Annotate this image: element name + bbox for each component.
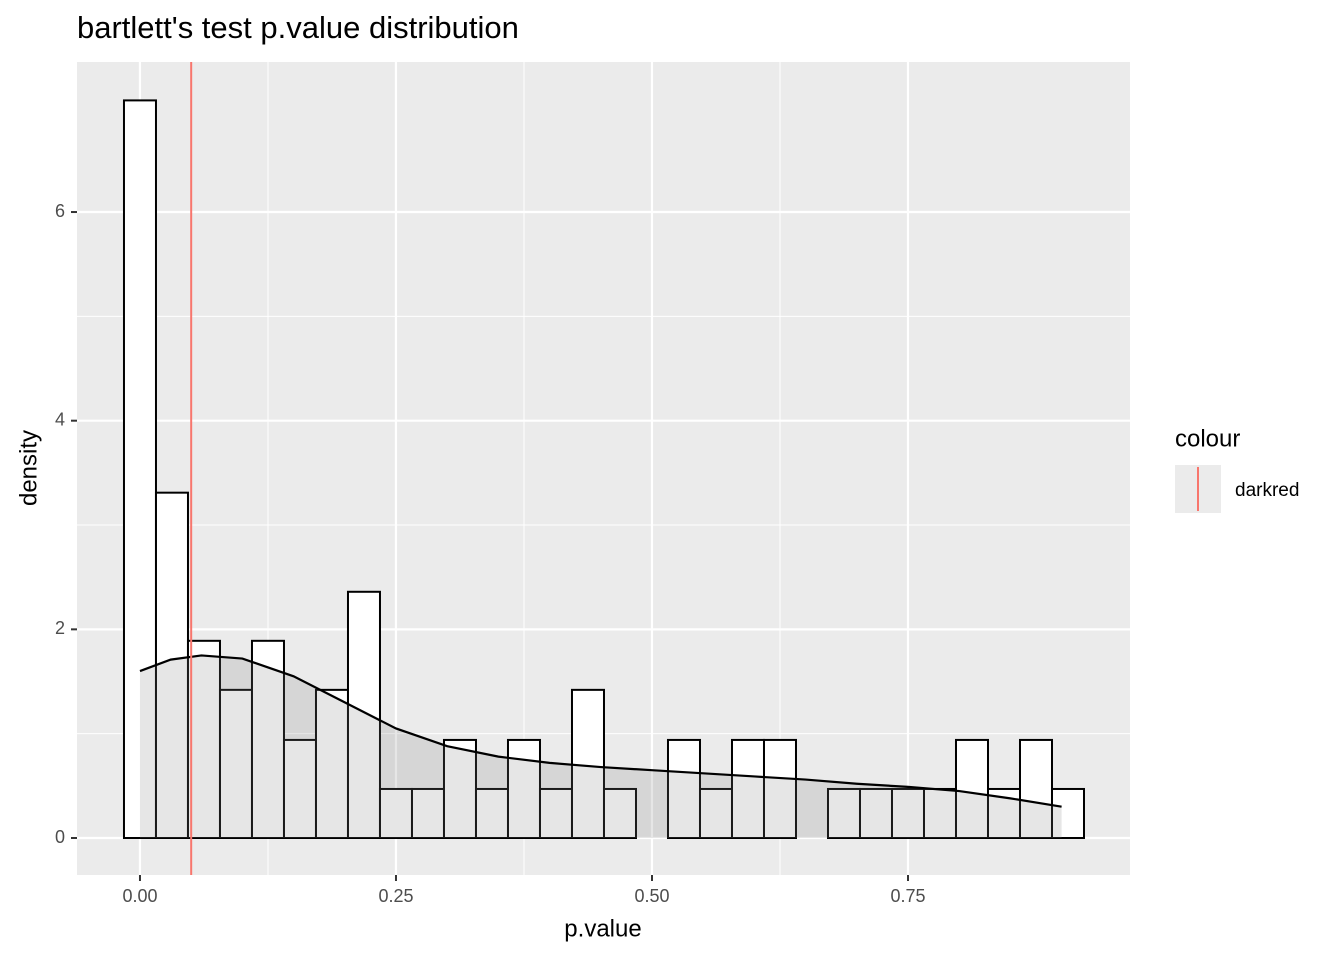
x-tick-label: 0.00 [122, 886, 157, 906]
y-tick-label: 2 [55, 618, 65, 638]
chart-title: bartlett's test p.value distribution [77, 10, 519, 45]
x-tick-label: 0.25 [378, 886, 413, 906]
x-tick-label: 0.50 [634, 886, 669, 906]
density-line [139, 654, 1062, 808]
y-tick-label: 4 [55, 409, 65, 429]
bar [698, 787, 733, 840]
bar [954, 738, 989, 840]
bar [154, 491, 189, 840]
bar [218, 688, 253, 840]
bar [378, 787, 413, 840]
legend-label: darkred [1235, 480, 1299, 501]
bar [826, 787, 861, 840]
y-axis-title: density [15, 430, 42, 506]
y-tick-label: 0 [55, 827, 65, 847]
bar [538, 787, 573, 840]
bar [1018, 738, 1053, 840]
bar [762, 738, 797, 840]
bar [122, 99, 157, 840]
y-tick-label: 6 [55, 201, 65, 221]
bar [346, 590, 381, 840]
bar [1050, 787, 1085, 840]
bar [602, 787, 637, 840]
x-tick-label: 0.75 [890, 886, 925, 906]
bar [186, 639, 221, 840]
bar [666, 738, 701, 840]
bar [282, 738, 317, 840]
density-area [139, 655, 1062, 839]
bar [410, 787, 445, 840]
bar [442, 738, 477, 840]
bar [250, 639, 285, 840]
x-axis-title: p.value [564, 915, 641, 942]
legend-title: colour [1175, 425, 1240, 452]
